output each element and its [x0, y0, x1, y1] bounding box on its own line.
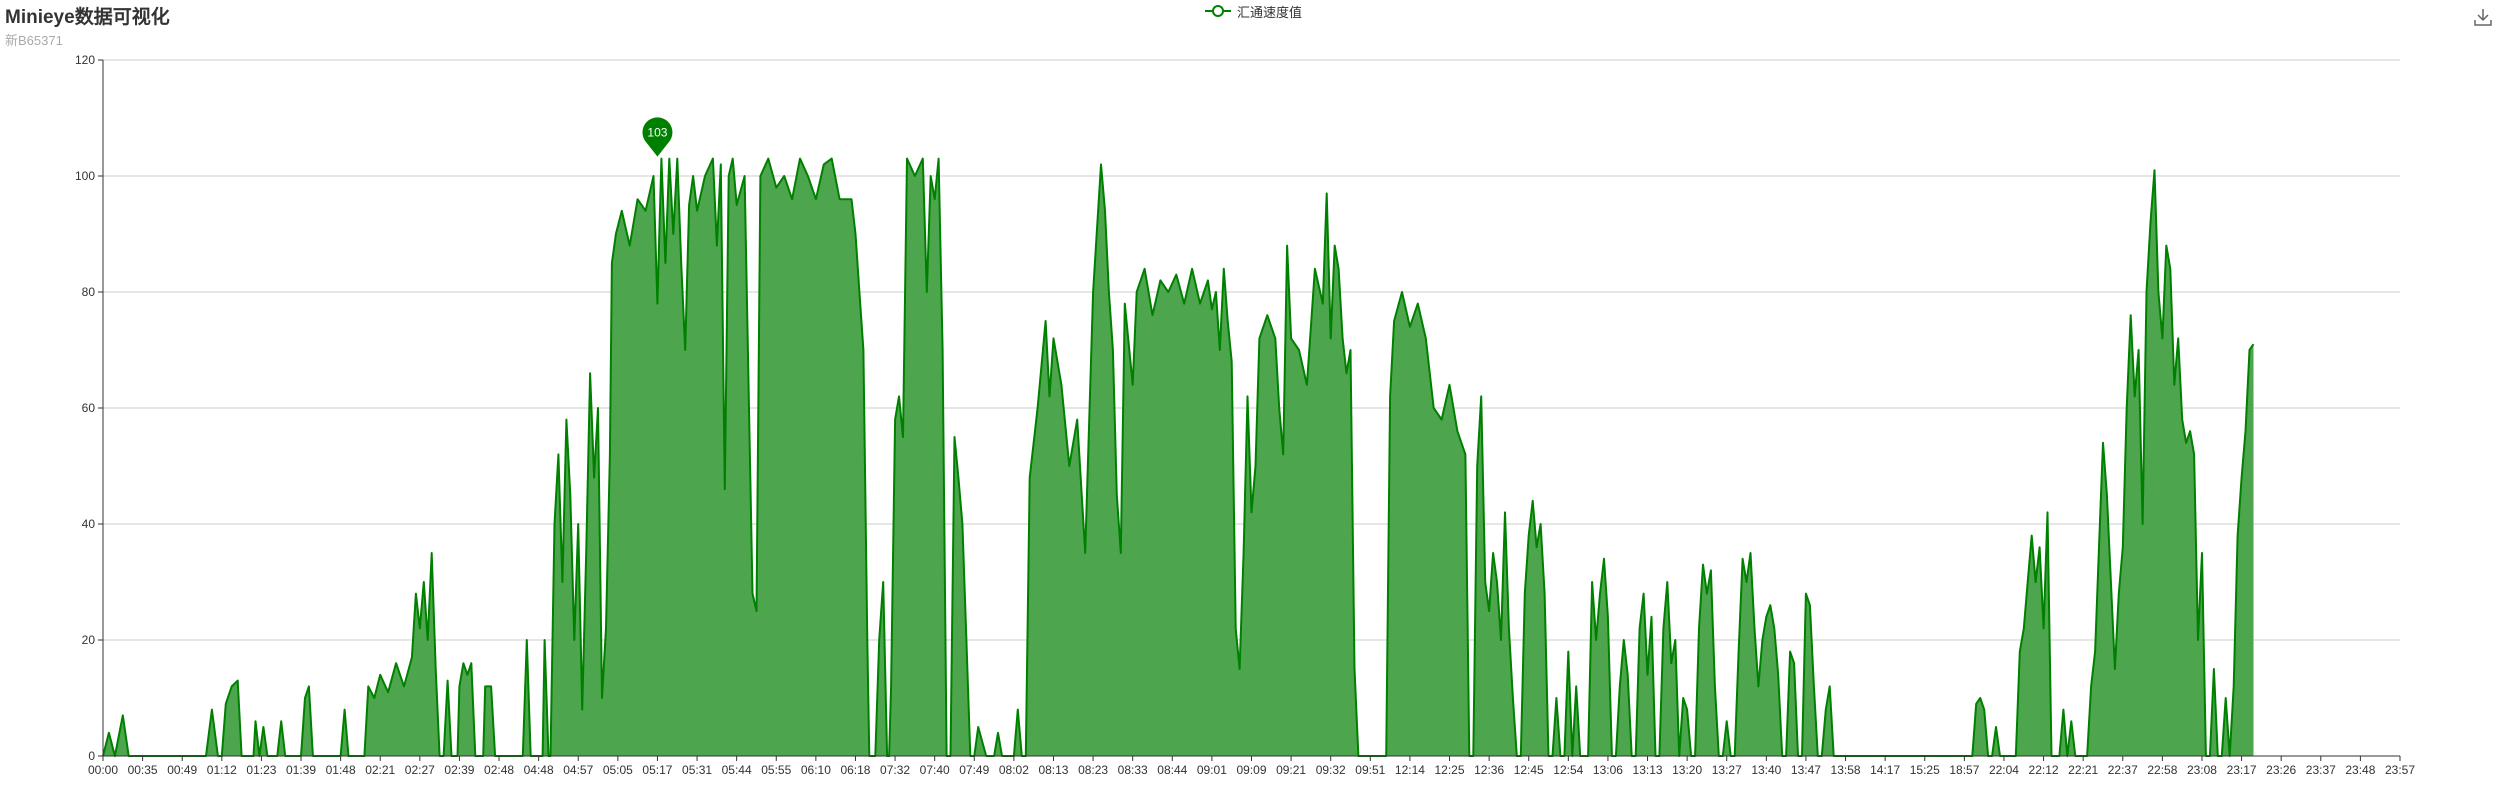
x-tick-label: 08:33	[1118, 763, 1148, 777]
markpoint-pin	[642, 117, 673, 157]
x-tick-label: 23:26	[2266, 763, 2296, 777]
x-tick-label: 05:05	[603, 763, 633, 777]
x-tick-label: 22:04	[1989, 763, 2019, 777]
x-tick-label: 13:58	[1831, 763, 1861, 777]
y-tick-label: 0	[88, 749, 95, 763]
x-tick-label: 23:17	[2227, 763, 2257, 777]
x-tick-label: 02:27	[405, 763, 435, 777]
x-tick-label: 22:58	[2147, 763, 2177, 777]
series-area	[103, 158, 2254, 757]
x-tick-label: 04:48	[524, 763, 554, 777]
x-tick-label: 12:36	[1474, 763, 1504, 777]
x-tick-label: 05:17	[642, 763, 672, 777]
x-tick-label: 23:37	[2306, 763, 2336, 777]
x-tick-label: 02:48	[484, 763, 514, 777]
x-tick-label: 09:21	[1276, 763, 1306, 777]
x-tick-label: 18:57	[1949, 763, 1979, 777]
x-tick-label: 23:57	[2385, 763, 2415, 777]
x-tick-label: 05:31	[682, 763, 712, 777]
x-tick-label: 14:17	[1870, 763, 1900, 777]
x-tick-label: 07:40	[920, 763, 950, 777]
x-tick-label: 00:00	[88, 763, 118, 777]
x-tick-label: 15:25	[1910, 763, 1940, 777]
x-tick-label: 09:51	[1355, 763, 1385, 777]
x-tick-label: 12:25	[1435, 763, 1465, 777]
x-tick-label: 00:35	[128, 763, 158, 777]
x-tick-label: 02:39	[444, 763, 474, 777]
x-tick-label: 23:08	[2187, 763, 2217, 777]
x-tick-label: 13:06	[1593, 763, 1623, 777]
x-tick-label: 13:13	[1633, 763, 1663, 777]
legend-item-label[interactable]: 汇通速度值	[1237, 4, 1303, 20]
x-tick-label: 07:49	[959, 763, 989, 777]
x-tick-label: 12:14	[1395, 763, 1425, 777]
x-tick-label: 01:48	[326, 763, 356, 777]
download-icon[interactable]	[2472, 6, 2494, 28]
page-title: Minieye数据可视化	[5, 7, 170, 28]
x-tick-label: 00:49	[167, 763, 197, 777]
y-tick-label: 100	[75, 169, 95, 183]
x-tick-label: 13:27	[1712, 763, 1742, 777]
x-tick-label: 06:18	[840, 763, 870, 777]
y-tick-label: 20	[82, 633, 96, 647]
page-subtitle: 新B65371	[5, 33, 63, 48]
x-tick-label: 09:01	[1197, 763, 1227, 777]
y-tick-label: 120	[75, 53, 95, 67]
x-tick-label: 09:09	[1236, 763, 1266, 777]
x-tick-label: 22:37	[2108, 763, 2138, 777]
x-tick-label: 01:12	[207, 763, 237, 777]
x-tick-label: 08:44	[1157, 763, 1187, 777]
y-tick-label: 80	[82, 285, 96, 299]
x-tick-label: 01:39	[286, 763, 316, 777]
markpoint-label: 103	[647, 126, 667, 140]
y-tick-label: 40	[82, 517, 96, 531]
x-tick-label: 08:13	[1038, 763, 1068, 777]
x-tick-label: 08:02	[999, 763, 1029, 777]
y-tick-label: 60	[82, 401, 96, 415]
chart-legend[interactable]: 汇通速度值	[1205, 1, 1302, 21]
x-tick-label: 06:10	[801, 763, 831, 777]
x-tick-label: 23:48	[2345, 763, 2375, 777]
x-tick-label: 13:47	[1791, 763, 1821, 777]
x-tick-label: 01:23	[246, 763, 276, 777]
x-tick-label: 12:54	[1553, 763, 1583, 777]
x-tick-label: 09:32	[1316, 763, 1346, 777]
x-tick-label: 02:21	[365, 763, 395, 777]
x-tick-label: 07:32	[880, 763, 910, 777]
x-tick-label: 22:21	[2068, 763, 2098, 777]
x-tick-label: 05:44	[722, 763, 752, 777]
series-line	[102, 157, 2255, 757]
x-tick-label: 22:12	[2029, 763, 2059, 777]
x-tick-label: 04:57	[563, 763, 593, 777]
legend-line-icon	[1205, 5, 1231, 17]
x-tick-label: 12:45	[1514, 763, 1544, 777]
x-tick-label: 08:23	[1078, 763, 1108, 777]
x-tick-label: 05:55	[761, 763, 791, 777]
x-tick-label: 13:40	[1751, 763, 1781, 777]
x-tick-label: 13:20	[1672, 763, 1702, 777]
